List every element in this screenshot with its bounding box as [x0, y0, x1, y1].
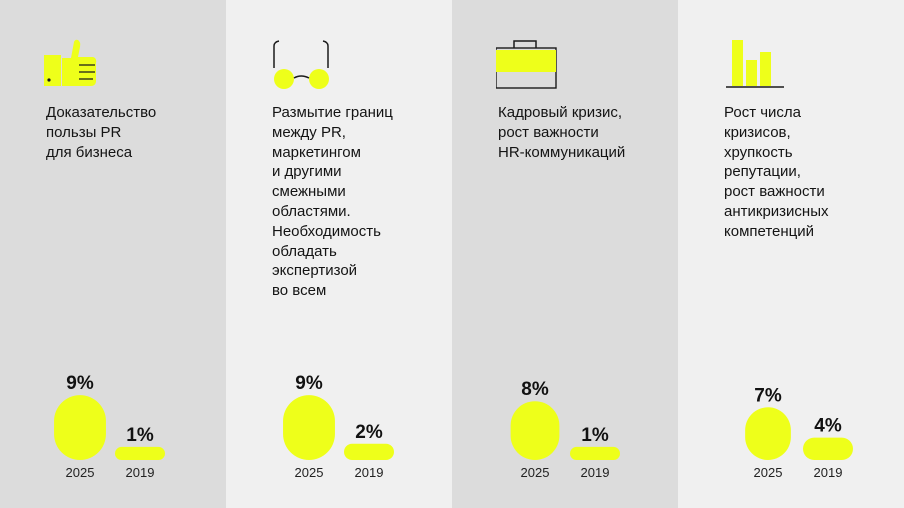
bar-2025: [283, 395, 335, 460]
panel-4: Рост числа кризисов, хрупкость репутации…: [678, 0, 904, 508]
bar-chart-icon: [726, 40, 784, 88]
thumbs-up-icon: [44, 39, 97, 86]
panel-4-chart: 7% 2025 4% 2019: [745, 385, 853, 480]
year-label-2025: 2025: [66, 465, 95, 480]
panel-1: Доказательство пользы PR для бизнеса 9% 2…: [0, 0, 226, 508]
panel-2-chart: 9% 2025 2% 2019: [283, 373, 394, 480]
bar-2025: [745, 407, 791, 460]
year-label-2025: 2025: [295, 465, 324, 480]
data-label-2019: 1%: [581, 425, 609, 446]
briefcase-icon: [496, 40, 557, 89]
panel-2: Размытие границ между PR, маркетингом и …: [226, 0, 452, 508]
bar-2025: [54, 395, 106, 460]
panel-description: Кадровый кризис, рост важности HR-коммун…: [498, 104, 626, 161]
bar-2019: [570, 446, 620, 460]
panel-3: Кадровый кризис, рост важности HR-коммун…: [452, 0, 678, 508]
year-label-2025: 2025: [754, 465, 783, 480]
data-label-2019: 1%: [126, 425, 154, 446]
data-label-2025: 7%: [754, 385, 782, 406]
year-label-2019: 2019: [581, 465, 610, 480]
panel-1-chart: 9% 2025 1% 2019: [54, 373, 165, 480]
data-label-2025: 8%: [521, 379, 549, 400]
bar-2019: [115, 446, 165, 460]
data-label-2019: 2%: [355, 422, 383, 443]
panel-description: Доказательство пользы PR для бизнеса: [46, 104, 157, 161]
bar-2019: [344, 443, 394, 460]
data-label-2019: 4%: [814, 416, 842, 437]
year-label-2019: 2019: [355, 465, 384, 480]
year-label-2025: 2025: [521, 465, 550, 480]
bar-2025: [510, 401, 560, 460]
panel-description: Рост числа кризисов, хрупкость репутации…: [724, 104, 829, 240]
year-label-2019: 2019: [126, 465, 155, 480]
data-label-2025: 9%: [295, 373, 323, 394]
year-label-2019: 2019: [814, 465, 843, 480]
data-label-2025: 9%: [66, 373, 94, 394]
panel-3-chart: 8% 2025 1% 2019: [510, 379, 620, 480]
panel-description: Размытие границ между PR, маркетингом и …: [272, 104, 393, 300]
bar-2019: [803, 437, 853, 460]
glasses-icon: [273, 40, 329, 89]
